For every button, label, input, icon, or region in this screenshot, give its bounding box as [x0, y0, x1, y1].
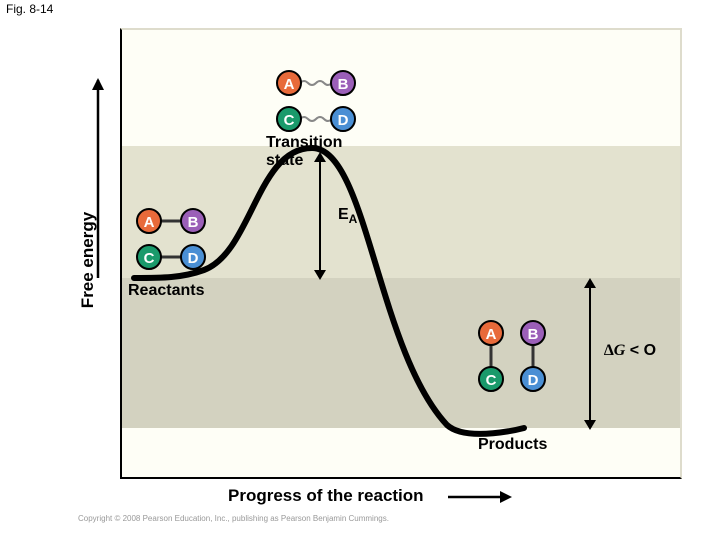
- mol-d-product: D: [520, 366, 546, 392]
- figure-number: Fig. 8-14: [6, 2, 53, 16]
- mol-c-reactant: C: [136, 244, 162, 270]
- mol-label: D: [338, 112, 349, 129]
- mol-b-reactant: B: [180, 208, 206, 234]
- products-label: Products: [478, 436, 547, 454]
- mol-label: B: [338, 76, 349, 93]
- mol-b-transition: B: [330, 70, 356, 96]
- transition-label-line2: state: [266, 152, 303, 170]
- mol-label: C: [284, 112, 295, 129]
- x-axis-arrow: [448, 490, 518, 504]
- mol-c-transition: C: [276, 106, 302, 132]
- transition-bond-ab: [300, 79, 332, 87]
- mol-label: C: [144, 250, 155, 267]
- mol-c-product: C: [478, 366, 504, 392]
- reactants-label: Reactants: [128, 282, 204, 300]
- mol-label: B: [188, 214, 199, 231]
- mol-label: B: [528, 326, 539, 343]
- ea-main: E: [338, 206, 349, 223]
- mol-d-reactant: D: [180, 244, 206, 270]
- mol-label: C: [486, 372, 497, 389]
- figure-container: Fig. 8-14 Free energy A B C D Reactants …: [0, 0, 720, 540]
- ea-label: EA: [338, 206, 357, 226]
- delta-g-arrow: [582, 278, 598, 430]
- mol-d-transition: D: [330, 106, 356, 132]
- ea-sub: A: [349, 212, 358, 226]
- mol-label: D: [188, 250, 199, 267]
- product-bond-ac: [489, 344, 493, 368]
- transition-label-line1: Transition: [266, 134, 342, 152]
- mol-label: A: [486, 326, 497, 343]
- transition-bond-cd: [300, 115, 332, 123]
- product-bond-bd: [531, 344, 535, 368]
- y-axis-arrow: [91, 80, 111, 280]
- x-axis-label: Progress of the reaction: [228, 486, 424, 506]
- mol-a-product: A: [478, 320, 504, 346]
- mol-a-reactant: A: [136, 208, 162, 234]
- plot-area: A B C D Reactants A B C D Transition sta…: [120, 28, 682, 479]
- mol-label: D: [528, 372, 539, 389]
- delta-g-label: ∆G < O: [604, 342, 656, 360]
- mol-a-transition: A: [276, 70, 302, 96]
- mol-label: A: [284, 76, 295, 93]
- mol-label: A: [144, 214, 155, 231]
- copyright-text: Copyright © 2008 Pearson Education, Inc.…: [78, 514, 389, 523]
- activation-energy-arrow: [312, 152, 328, 280]
- mol-b-product: B: [520, 320, 546, 346]
